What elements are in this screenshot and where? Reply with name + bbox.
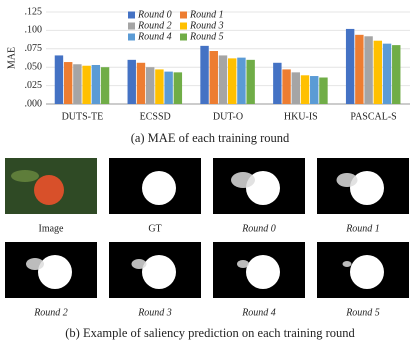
bar — [173, 72, 183, 104]
bar — [218, 55, 228, 104]
x-tick-label: ECSSD — [140, 111, 171, 122]
legend-swatch — [180, 22, 187, 30]
leaf — [11, 170, 39, 182]
image-label: GT — [148, 223, 161, 234]
legend-label: Round 5 — [189, 31, 224, 42]
saliency-blob — [142, 171, 176, 205]
x-tick-label: DUTS-TE — [62, 111, 104, 122]
legend-swatch — [128, 11, 135, 19]
y-tick-label: .100 — [25, 25, 43, 36]
x-tick-label: PASCAL-S — [350, 111, 396, 122]
saliency-blob — [38, 255, 72, 289]
y-axis-label: MAE — [6, 47, 17, 69]
y-tick-label: .125 — [25, 6, 43, 17]
y-tick-label: .050 — [25, 61, 43, 72]
bar — [310, 76, 319, 104]
bar — [136, 62, 146, 104]
bar — [282, 69, 291, 104]
bar — [127, 59, 136, 104]
bar — [392, 45, 401, 104]
image-label: Round 1 — [345, 223, 380, 234]
legend-swatch — [180, 33, 187, 41]
bar — [91, 64, 101, 104]
legend-swatch — [128, 33, 135, 41]
bar — [273, 62, 282, 104]
saliency-spill — [342, 261, 352, 267]
saliency-blob — [246, 255, 280, 289]
bar — [291, 72, 300, 104]
bar — [82, 65, 91, 104]
bar — [63, 62, 73, 104]
bar — [373, 40, 383, 104]
image-label: Round 5 — [345, 307, 380, 318]
legend-label: Round 2 — [137, 20, 172, 31]
bar — [319, 77, 328, 104]
bar — [237, 57, 246, 104]
saliency-spill — [231, 172, 255, 188]
legend-label: Round 4 — [137, 31, 172, 42]
bar — [228, 58, 237, 104]
legend-label: Round 0 — [137, 9, 172, 20]
legend-label: Round 3 — [189, 20, 224, 31]
bar — [200, 45, 209, 104]
legend-swatch — [128, 22, 135, 30]
saliency-spill — [336, 173, 358, 187]
image-label: Round 2 — [33, 307, 68, 318]
bar — [164, 71, 173, 104]
x-tick-label: DUT-O — [213, 111, 243, 122]
bar — [345, 28, 355, 104]
bar — [155, 69, 164, 104]
saliency-spill — [237, 260, 249, 268]
legend-label: Round 1 — [189, 9, 224, 20]
saliency-blob — [142, 255, 176, 289]
y-tick-label: .000 — [25, 98, 43, 109]
bar — [73, 64, 82, 104]
saliency-spill — [131, 259, 147, 269]
y-tick-label: .025 — [25, 80, 43, 91]
bar — [54, 55, 64, 104]
image-label: Round 0 — [241, 223, 276, 234]
y-tick-label: .075 — [25, 43, 43, 54]
bar — [145, 67, 155, 104]
bar — [382, 43, 392, 104]
caption-b: (b) Example of saliency prediction on ea… — [65, 326, 355, 340]
saliency-blob — [350, 171, 384, 205]
bar — [209, 51, 218, 104]
x-tick-label: HKU-IS — [284, 111, 318, 122]
bar — [100, 67, 110, 104]
bar — [364, 36, 373, 105]
image-label: Image — [39, 223, 65, 234]
image-label: Round 3 — [137, 307, 172, 318]
saliency-blob — [350, 255, 384, 289]
bar — [300, 75, 310, 104]
image-label: Round 4 — [241, 307, 276, 318]
bar — [355, 34, 364, 104]
fruit — [34, 175, 64, 205]
legend-swatch — [180, 11, 187, 19]
bar — [246, 59, 255, 104]
caption-a: (a) MAE of each training round — [131, 131, 290, 145]
saliency-spill — [26, 258, 44, 270]
